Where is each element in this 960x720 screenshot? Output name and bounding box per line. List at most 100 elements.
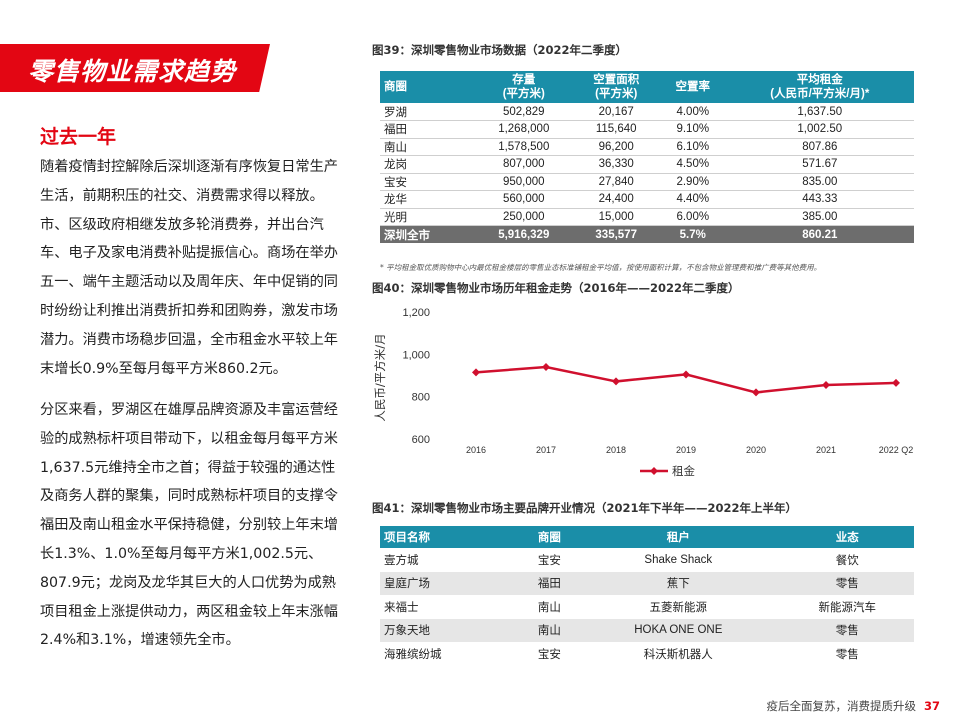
table-cell: 1,268,000 xyxy=(475,120,573,139)
table-cell: 20,167 xyxy=(572,103,660,121)
table-cell: 4.50% xyxy=(659,155,726,174)
fig41-title: 图41：深圳零售物业市场主要品牌开业情况（2021年下半年——2022年上半年） xyxy=(372,501,798,515)
table-cell: 807,000 xyxy=(475,155,573,174)
x-tick-label: 2019 xyxy=(676,445,696,455)
table-row: 南山 1,578,500 96,200 6.10% 807.86 xyxy=(380,138,914,156)
y-tick-label: 800 xyxy=(412,392,430,404)
table-row: 罗湖 502,829 20,167 4.00% 1,637.50 xyxy=(380,103,914,121)
table-cell: 9.10% xyxy=(659,120,726,139)
table-cell: 1,578,500 xyxy=(475,138,573,156)
table-cell: 27,840 xyxy=(572,173,660,191)
table-cell: 335,577 xyxy=(572,225,660,243)
table-cell: 250,000 xyxy=(475,208,573,226)
table-cell: 2.90% xyxy=(659,173,726,191)
table-cell: 龙岗 xyxy=(380,155,476,174)
table-cell: 零售 xyxy=(780,571,914,595)
table-cell: 115,640 xyxy=(572,120,660,139)
table-cell: 5.7% xyxy=(659,225,726,243)
table-cell: 385.00 xyxy=(725,208,914,226)
body-paragraph-1: 随着疫情封控解除后深圳逐渐有序恢复日常生产生活，前期积压的社交、消费需求得以释放… xyxy=(40,159,338,377)
table-header-cell: 商圈 xyxy=(380,71,476,103)
data-point xyxy=(542,363,550,372)
table-row: 壹方城 宝安 Shake Shack 餐饮 xyxy=(380,548,914,572)
table-cell: 835.00 xyxy=(725,173,914,191)
table-cell: 零售 xyxy=(780,618,914,642)
table-cell: 餐饮 xyxy=(835,554,859,567)
table-cell: 宝安 xyxy=(537,554,561,567)
y-tick-label: 1,000 xyxy=(402,349,430,361)
table-cell: 罗湖 xyxy=(380,103,476,121)
legend-label: 租金 xyxy=(672,464,695,478)
data-point xyxy=(892,378,900,387)
page-title: 零售物业需求趋势 xyxy=(28,57,237,86)
table-header-cell: 空置率 xyxy=(659,71,726,103)
table-row: 龙华 560,000 24,400 4.40% 443.33 xyxy=(380,190,914,209)
table-header-cell: 商圈 xyxy=(522,526,576,548)
x-tick-label: 2018 xyxy=(606,445,626,455)
table-cell: 壹方城 xyxy=(384,554,419,567)
y-tick-label: 1,200 xyxy=(402,307,430,319)
table-cell: 深圳全市 xyxy=(380,225,476,243)
x-tick-label: 2016 xyxy=(466,445,486,455)
table-cell: 860.21 xyxy=(725,225,914,243)
table-header-cell: 租户 xyxy=(576,526,781,548)
table-cell: Shake Shack xyxy=(644,553,713,566)
table-cell: 海雅缤纷城 xyxy=(384,648,442,661)
table-cell: 皇庭广场 xyxy=(380,571,523,595)
table-header-cell: 平均租金 (人民币/平方米/月)* xyxy=(725,71,914,103)
table-header-cell: 空置面积 (平方米) xyxy=(572,71,660,103)
table-footnote: * 平均租金取优质购物中心内最优租金楼层的零售业态标准铺租金平均值，按使用面积计… xyxy=(380,263,822,272)
x-tick-label: 2021 xyxy=(816,445,836,455)
fig40-title: 图40：深圳零售物业市场历年租金走势（2016年——2022年二季度） xyxy=(372,281,740,295)
table-cell: 1,002.50 xyxy=(725,120,914,139)
table-cell: 571.67 xyxy=(725,155,914,174)
table-cell: 15,000 xyxy=(572,208,660,226)
table-cell: 新能源汽车 xyxy=(818,601,877,614)
table-cell: 龙华 xyxy=(380,190,476,209)
table-cell: 福田 xyxy=(522,571,576,595)
table-cell: 950,000 xyxy=(475,173,573,191)
table-cell: 443.33 xyxy=(725,190,914,209)
legend-marker xyxy=(650,467,658,475)
y-axis-label: 人民币/平方米/月 xyxy=(373,333,387,421)
table-row: 来福士 南山 五菱新能源 新能源汽车 xyxy=(380,595,914,619)
table-cell: 万象天地 xyxy=(380,618,523,642)
table-row: 万象天地 南山 HOKA ONE ONE 零售 xyxy=(380,618,914,642)
rent-trend-chart: 600 800 1,000 1,200 人民币/平方米/月 2016 2017 2018 201… xyxy=(373,307,914,478)
table-cell: 南山 xyxy=(522,618,576,642)
table-header-cell: 存量 (平方米) xyxy=(475,71,573,103)
table-cell: 36,330 xyxy=(572,155,660,174)
table-header-cell: 业态 xyxy=(780,526,914,548)
data-point xyxy=(682,370,690,379)
data-point xyxy=(822,381,830,390)
table-cell: 96,200 xyxy=(572,138,660,156)
footer-text: 疫后全面复苏，消费提质升级 xyxy=(766,699,916,713)
fig39-title: 图39：深圳零售物业市场数据（2022年二季度） xyxy=(372,43,628,57)
table-cell: 来福士 xyxy=(384,601,419,614)
page-footer: 疫后全面复苏，消费提质升级 37 xyxy=(766,698,940,714)
title-banner xyxy=(0,44,270,92)
section-heading: 过去一年 xyxy=(40,126,117,148)
table-cell: 光明 xyxy=(380,208,476,226)
table-total-row: 深圳全市 5,916,329 335,577 5.7% 860.21 xyxy=(380,225,914,243)
brand-openings-table: 项目名称 商圈 租户 业态 壹方城 宝安 Shake Shack 餐饮 皇庭广场 福田 蕉下 零售来… xyxy=(380,526,914,666)
table-cell: 五菱新能源 xyxy=(649,601,708,614)
table-cell: 南山 xyxy=(537,601,561,614)
market-data-table: 商圈 存量 (平方米) 空置面积 (平方米) 空置率 平均租金 (人民币/平方米/月)* 罗湖… xyxy=(380,71,914,243)
table-cell: 6.10% xyxy=(659,138,726,156)
page-number: 37 xyxy=(923,699,940,713)
table-cell: 1,637.50 xyxy=(725,103,914,121)
table-cell: 福田 xyxy=(380,120,476,139)
body-paragraph-2: 分区来看，罗湖区在雄厚品牌资源及丰富运营经验的成熟标杆项目带动下，以租金每月每平… xyxy=(40,402,338,649)
table-row: 光明 250,000 15,000 6.00% 385.00 xyxy=(380,208,914,226)
x-tick-label: 2022 Q2 xyxy=(879,445,914,455)
table-cell: 24,400 xyxy=(572,190,660,209)
data-point xyxy=(472,368,480,377)
x-tick-label: 2017 xyxy=(536,445,556,455)
table-cell: 6.00% xyxy=(659,208,726,226)
table-cell: 蕉下 xyxy=(576,571,781,595)
x-tick-label: 2020 xyxy=(746,445,766,455)
table-cell: 560,000 xyxy=(475,190,573,209)
table-cell: 5,916,329 xyxy=(475,225,573,243)
table-row: 皇庭广场 福田 蕉下 零售 xyxy=(380,571,914,595)
